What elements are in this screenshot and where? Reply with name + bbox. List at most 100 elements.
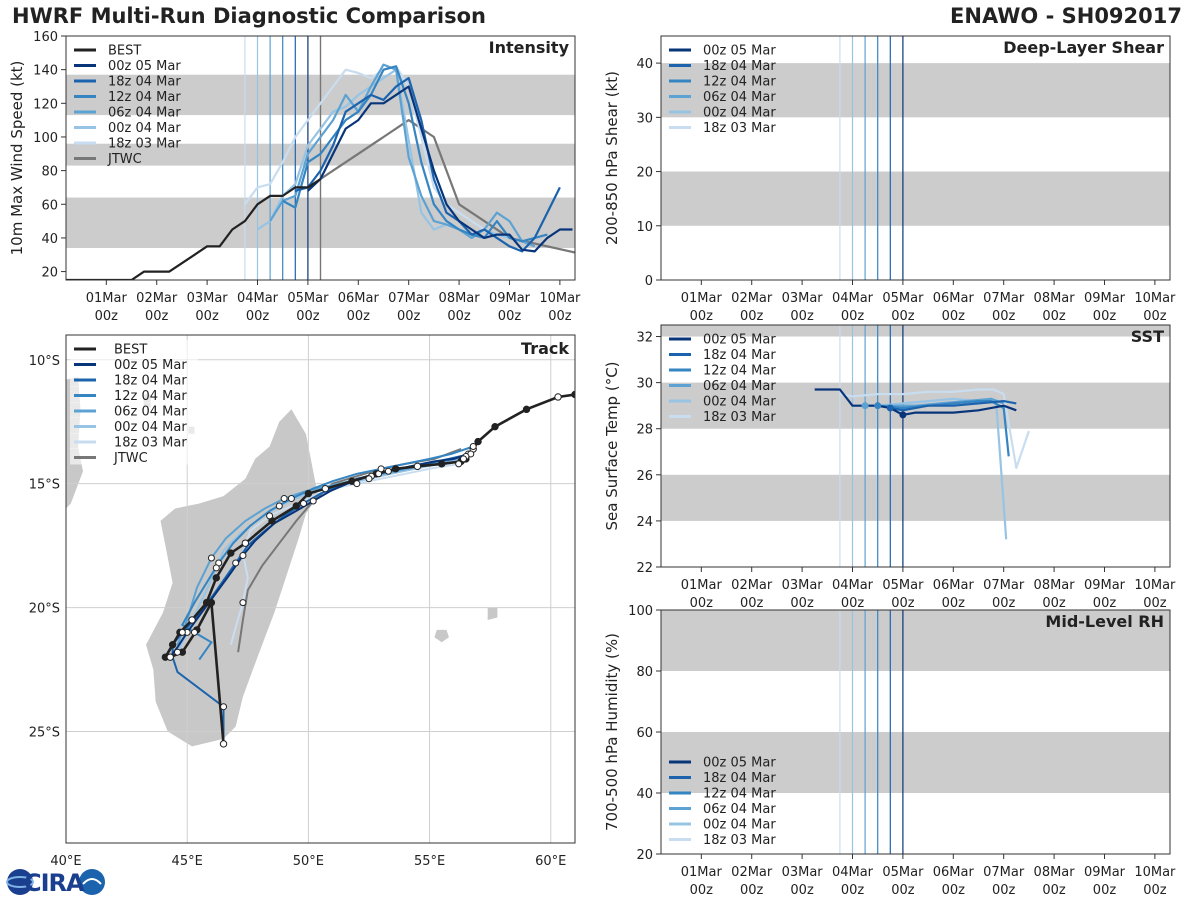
sst-ytick-label: 22 [636,561,653,576]
best-track-point [522,405,531,414]
track-xtick-label: 60°E [535,854,566,869]
shear-xtick-hour: 00z [891,309,915,324]
rh-xtick-label: 02Mar [731,865,773,880]
intensity-ytick-label: 80 [41,165,58,180]
intensity-ytick-label: 20 [41,266,58,281]
rh-xtick-hour: 00z [942,883,966,898]
rh-ytick-label: 60 [636,726,653,741]
track-legend-label: JTWC [113,451,148,466]
rh-xtick-label: 04Mar [832,865,874,880]
rh-xtick-hour: 00z [841,883,865,898]
rh-xtick-label: 07Mar [983,865,1025,880]
sst-analysis-point [874,402,882,410]
sst-legend-label: 00z 04 Mar [703,395,776,410]
shear-frame [660,35,1171,281]
track-legend-label: 06z 04 Mar [114,405,187,420]
intensity-xtick-hour: 00z [95,309,119,324]
rh-xtick-label: 01Mar [681,865,723,880]
forecast-point [232,559,240,567]
forecast-point [353,480,361,488]
sst-xtick-hour: 00z [942,596,966,611]
forecast-point [365,475,373,483]
chart-title: HWRF Multi-Run Diagnostic Comparison [12,4,487,28]
sst-xtick-hour: 00z [891,596,915,611]
sst-xtick-hour: 00z [841,596,865,611]
sst-xtick-label: 01Mar [681,578,723,593]
rh-ytick-label: 40 [636,787,653,802]
rh-xtick-hour: 00z [1143,883,1167,898]
shear-xtick-hour: 00z [1093,309,1117,324]
shear-panel-title: Deep-Layer Shear [1003,38,1164,57]
intensity-xtick-label: 01Mar [86,291,128,306]
rh-legend-label: 06z 04 Mar [703,802,776,817]
track-ytick-label: 25°S [29,725,60,740]
logo-text: CIRA [24,869,85,897]
best-track-point [241,539,250,547]
rh-ytick-label: 100 [628,604,653,619]
intensity-xtick-hour: 00z [397,309,421,324]
forecast-point [377,465,385,473]
best-track-point [304,489,313,498]
sst-xtick-hour: 00z [740,596,764,611]
forecast-point [178,628,186,636]
track-panel: 40°E 45°E 50°E 55°E 60°E 10°S 15°S 20°S 25°S Trac… [29,334,576,869]
best-track-point [321,484,330,493]
shear-legend-label: 18z 04 Mar [703,59,776,74]
sst-xtick-label: 08Mar [1034,578,1076,593]
shear-ytick-label: 10 [636,220,653,235]
shear-xtick-label: 04Mar [832,291,874,306]
intensity-frame [65,35,576,281]
rh-ylabel: 700-500 hPa Humidity (%) [603,633,621,831]
intensity-panel: 20 40 60 80 100 120 140 160 01Mar 00z 02Mar 00z 03Ma… [8,30,581,324]
track-legend-label: 18z 03 Mar [114,436,187,451]
intensity-ytick-label: 140 [33,64,58,79]
intensity-series-best [66,178,322,280]
track-legend-label: 18z 04 Mar [114,374,187,389]
forecast-point [207,554,215,562]
forecast-point [455,460,463,468]
rh-xtick-label: 09Mar [1084,865,1126,880]
track-line-12z-04-mar [180,445,474,661]
intensity-legend-label: 00z 05 Mar [108,59,181,74]
forecast-point [212,564,220,572]
track-ytick-label: 15°S [29,478,60,493]
forecast-point [190,628,198,636]
sst-xtick-label: 06Mar [933,578,975,593]
intensity-ylabel: 10m Max Wind Speed (kt) [8,61,26,256]
intensity-series-06z-04-mar [269,63,536,248]
intensity-ytick-label: 160 [33,30,58,45]
rh-xtick-hour: 00z [790,883,814,898]
shear-ytick-label: 20 [636,166,653,181]
track-ytick-label: 20°S [29,602,60,617]
sst-xtick-hour: 00z [790,596,814,611]
sst-xtick-label: 03Mar [782,578,824,593]
shear-legend-label: 18z 03 Mar [703,121,776,136]
intensity-ytick-label: 60 [41,198,58,213]
sst-xtick-hour: 00z [1093,596,1117,611]
shear-xtick-hour: 00z [841,309,865,324]
intensity-xtick-label: 10Mar [539,291,581,306]
best-track-point [437,460,446,468]
rh-legend-label: 18z 03 Mar [703,833,776,848]
track-xtick-label: 40°E [50,854,81,869]
best-track-point [554,393,562,401]
rh-legend-label: 12z 04 Mar [703,787,776,802]
rh-legend-label: 00z 05 Mar [703,756,776,771]
best-track-point [292,502,300,510]
sst-series-18z-03-mar [839,388,1030,469]
sst-legend-label: 18z 03 Mar [703,410,776,425]
sst-series-18z-04-mar [890,400,1017,412]
sst-xtick-label: 07Mar [983,578,1025,593]
best-track-point [413,462,422,471]
forecast-point [275,502,283,510]
sst-panel-title: SST [1131,327,1164,346]
rh-xtick-hour: 00z [1093,883,1117,898]
rh-ytick-label: 20 [636,848,653,863]
rh-ytick-label: 80 [636,665,653,680]
intensity-ytick-label: 120 [33,97,58,112]
sst-legend-label: 12z 04 Mar [703,364,776,379]
intensity-xtick-hour: 00z [447,309,471,324]
intensity-xtick-hour: 00z [296,309,320,324]
intensity-xtick-hour: 00z [195,309,219,324]
best-track-point [207,598,216,607]
